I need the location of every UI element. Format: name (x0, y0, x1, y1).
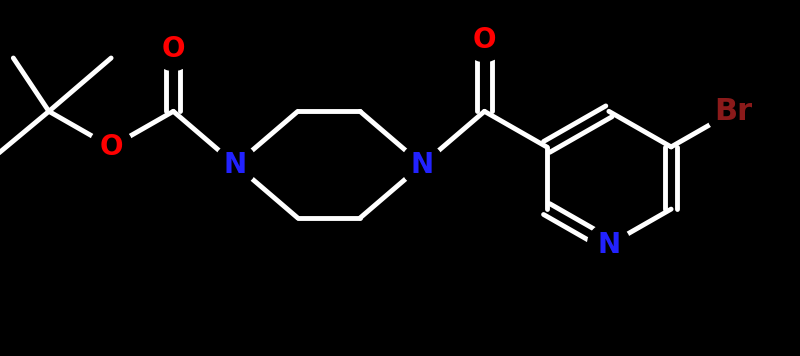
Text: Br: Br (714, 97, 752, 126)
Text: N: N (598, 231, 621, 259)
Circle shape (90, 126, 133, 168)
Text: O: O (473, 26, 496, 54)
Circle shape (152, 28, 194, 70)
Text: N: N (224, 151, 247, 179)
Text: O: O (162, 35, 185, 63)
Circle shape (463, 19, 506, 62)
Text: N: N (410, 151, 434, 179)
Circle shape (706, 85, 760, 138)
Circle shape (401, 143, 443, 186)
Text: O: O (99, 133, 123, 161)
Circle shape (587, 223, 630, 266)
Circle shape (214, 143, 257, 186)
